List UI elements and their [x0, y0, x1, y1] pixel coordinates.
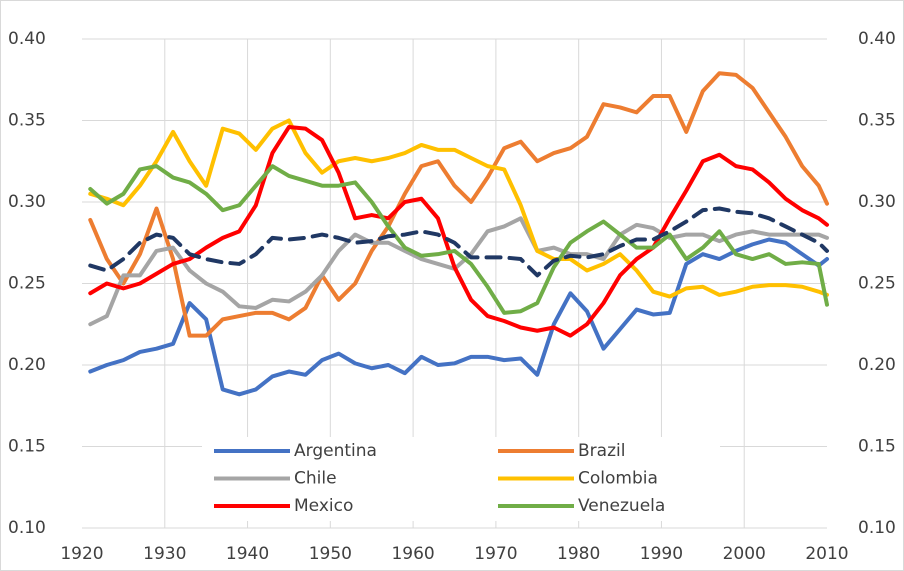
series-line — [88, 237, 829, 397]
x-tick-label: 1970 — [474, 544, 517, 564]
y-tick-label: 0.20 — [8, 355, 46, 375]
series-line — [88, 118, 829, 299]
y2-tick-label: 0.15 — [858, 437, 896, 457]
y2-tick-label: 0.30 — [858, 192, 896, 212]
legend-label: Colombia — [578, 469, 658, 489]
x-tick-label: 2000 — [723, 544, 766, 564]
y2-tick-label: 0.20 — [858, 355, 896, 375]
y-tick-label: 0.10 — [8, 518, 46, 538]
series-line — [88, 164, 829, 315]
series-line — [88, 206, 829, 278]
x-tick-label: 1950 — [309, 544, 352, 564]
x-tick-label: 1980 — [557, 544, 600, 564]
legend-label: Argentina — [294, 441, 377, 461]
x-tick-label: 2010 — [805, 544, 848, 564]
x-tick-label: 1940 — [226, 544, 269, 564]
y-tick-label: 0.30 — [8, 192, 46, 212]
legend: Argentina Brazil Chile Colombia Mexico Venezu… — [202, 437, 720, 521]
x-tick-label: 1960 — [391, 544, 434, 564]
legend-label: Chile — [294, 469, 337, 489]
x-tick-label: 1920 — [60, 544, 103, 564]
legend-label: Venezuela — [578, 496, 665, 516]
y-tick-label: 0.40 — [8, 29, 46, 49]
y2-tick-label: 0.40 — [858, 29, 896, 49]
y-tick-label: 0.25 — [8, 274, 46, 294]
legend-label: Brazil — [578, 441, 625, 461]
x-tick-label: 1990 — [640, 544, 683, 564]
y-tick-label: 0.35 — [8, 111, 46, 131]
y2-tick-label: 0.10 — [858, 518, 896, 538]
x-tick-label: 1930 — [143, 544, 186, 564]
y2-tick-label: 0.35 — [858, 111, 896, 131]
y-tick-label: 0.15 — [8, 437, 46, 457]
legend-label: Mexico — [294, 496, 353, 516]
y2-tick-label: 0.25 — [858, 274, 896, 294]
series-line — [88, 71, 829, 338]
series-line — [88, 125, 829, 338]
